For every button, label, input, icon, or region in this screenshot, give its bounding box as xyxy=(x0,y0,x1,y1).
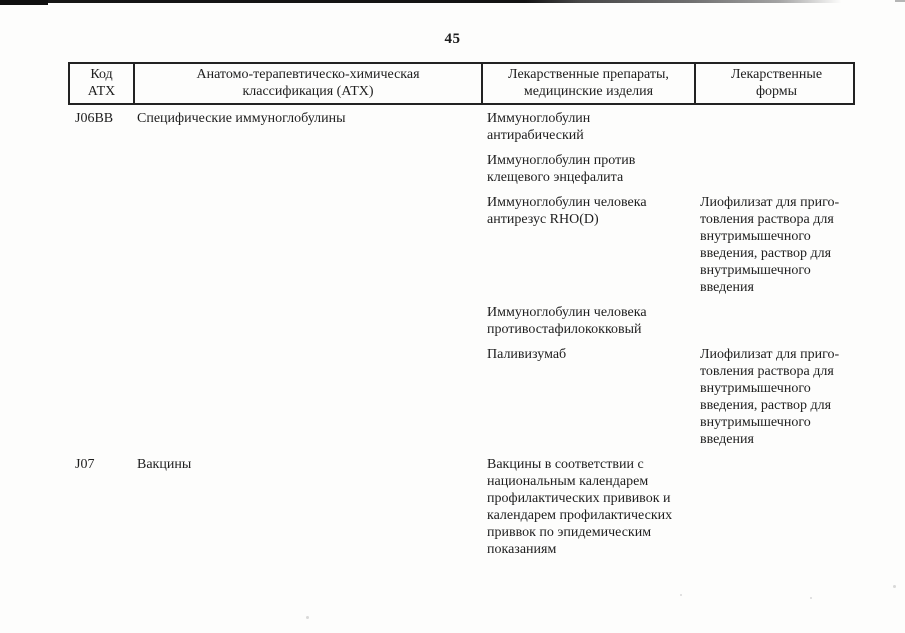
scan-speck xyxy=(306,616,309,619)
drug-name: Иммуноглобулин человека противостафилоко… xyxy=(487,305,647,337)
header-classification: Анатомо-терапевтическо-химическая класси… xyxy=(133,64,481,103)
header-drug-products: Лекарственные препараты, медицинские изд… xyxy=(481,64,694,103)
drug-entry: Иммуноглобулин антирабический xyxy=(479,110,855,144)
atx-classification: Специфические иммуноглобулины xyxy=(137,111,346,126)
drug-name: Вакцины в соответствии с национальным ка… xyxy=(487,457,673,557)
drug-entries: Вакцины в соответствии с национальным ка… xyxy=(479,456,855,566)
drug-entries: Иммуноглобулин антирабический Иммуноглоб… xyxy=(479,110,855,456)
drug-entry: Иммуноглобулин против клещевого энцефали… xyxy=(479,152,855,186)
drug-entry: Иммуноглобулин человека антирезус RHO(D)… xyxy=(479,194,855,296)
table-header-row: Код АТХ Анатомо-терапевтическо-химическа… xyxy=(68,62,855,105)
drug-name: Иммуноглобулин человека антирезус RHO(D) xyxy=(487,195,647,227)
scan-speck xyxy=(680,594,682,596)
header-atx-code: Код АТХ xyxy=(87,67,116,99)
drug-form xyxy=(692,110,855,144)
atx-classification: Вакцины xyxy=(137,457,192,472)
drug-form xyxy=(692,304,855,338)
drug-form xyxy=(692,152,855,186)
scan-artifact-corner xyxy=(895,0,905,2)
scan-artifact-top-line xyxy=(0,0,905,3)
drug-form: Лиофилизат для приго- товления раствора … xyxy=(700,195,840,295)
drug-form: Лиофилизат для приго- товления раствора … xyxy=(700,347,840,447)
drug-form xyxy=(692,456,855,558)
drug-name: Иммуноглобулин против клещевого энцефали… xyxy=(487,153,636,185)
header-drug-forms: Лекарственные формы xyxy=(694,64,857,103)
table-body: J06BB Специфические иммуноглобулины Имму… xyxy=(68,105,855,566)
scan-speck xyxy=(810,597,812,599)
atx-code: J07 xyxy=(75,457,95,472)
drug-name: Паливизумаб xyxy=(487,347,567,362)
drug-entry: Вакцины в соответствии с национальным ка… xyxy=(479,456,855,558)
scan-artifact-stub xyxy=(0,0,48,5)
drug-entry: Иммуноглобулин человека противостафилоко… xyxy=(479,304,855,338)
atx-code: J06BB xyxy=(75,111,114,126)
drug-classification-table: Код АТХ Анатомо-терапевтическо-химическа… xyxy=(68,62,855,566)
table-row: J07 Вакцины Вакцины в соответствии с нац… xyxy=(68,456,855,566)
drug-name: Иммуноглобулин антирабический xyxy=(487,111,591,143)
page-number: 45 xyxy=(444,31,461,47)
scan-speck xyxy=(893,585,896,588)
table-row: J06BB Специфические иммуноглобулины Имму… xyxy=(68,110,855,456)
drug-entry: Паливизумаб Лиофилизат для приго- товлен… xyxy=(479,346,855,448)
